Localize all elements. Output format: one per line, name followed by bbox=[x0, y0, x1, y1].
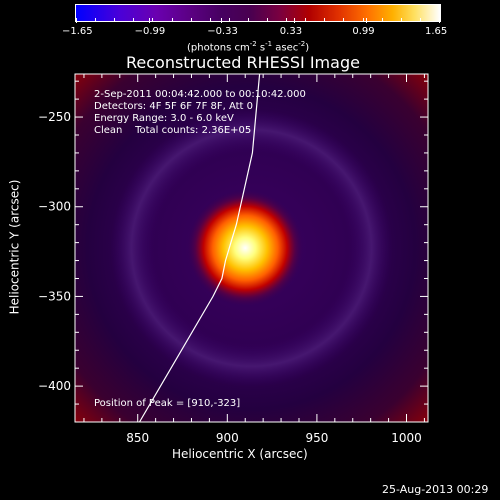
colorbar-tick-label: −0.99 bbox=[134, 26, 166, 37]
colorbar-tick-label: 0.33 bbox=[279, 26, 303, 37]
colorbar bbox=[75, 4, 441, 22]
annotation-clean-counts: Clean Total counts: 2.36E+05 bbox=[94, 125, 252, 136]
colorbar-minor-tick bbox=[228, 18, 230, 21]
chart-title: Reconstructed RHESSI Image bbox=[126, 53, 360, 72]
colorbar-minor-tick bbox=[95, 18, 97, 21]
plot-frame bbox=[74, 73, 429, 423]
colorbar-minor-tick bbox=[209, 18, 211, 21]
colorbar-minor-tick bbox=[171, 18, 173, 21]
x-tick-label: 950 bbox=[305, 431, 328, 445]
colorbar-tick-mark bbox=[293, 18, 295, 23]
colorbar-minor-tick bbox=[190, 18, 192, 21]
y-tick-label: −300 bbox=[38, 200, 71, 214]
colorbar-tick-mark bbox=[148, 18, 150, 23]
x-tick-label: 900 bbox=[216, 431, 239, 445]
heatmap-peak-source bbox=[187, 190, 304, 306]
colorbar-units: (photons cm-2 s-1 asec-2) bbox=[187, 40, 310, 54]
colorbar-tick-label: 0.99 bbox=[352, 26, 375, 37]
y-tick-label: −350 bbox=[38, 289, 71, 303]
annotation-peak-position: Position of Peak = [910,-323] bbox=[94, 398, 241, 409]
colorbar-tick-label: −0.33 bbox=[207, 26, 238, 37]
colorbar-minor-tick bbox=[439, 18, 440, 21]
y-tick-label: −250 bbox=[38, 110, 71, 124]
colorbar-minor-tick bbox=[324, 18, 326, 21]
colorbar-minor-tick bbox=[114, 18, 116, 21]
colorbar-tick-mark bbox=[221, 18, 223, 23]
colorbar-minor-tick bbox=[286, 18, 288, 21]
colorbar-minor-tick bbox=[419, 18, 421, 21]
colorbar-tick-mark bbox=[366, 18, 368, 23]
y-axis-label: Heliocentric Y (arcsec) bbox=[7, 179, 22, 315]
x-tick-label: 1000 bbox=[391, 431, 422, 445]
colorbar-tick-label: −1.65 bbox=[62, 26, 93, 37]
y-tick-label: −400 bbox=[38, 379, 71, 393]
colorbar-tick-label: 1.65 bbox=[425, 26, 448, 37]
solar-limb-line bbox=[138, 73, 261, 423]
annotation-time-range: 2-Sep-2011 00:04:42.000 to 00:10:42.000 bbox=[94, 89, 306, 100]
colorbar-minor-tick bbox=[305, 18, 307, 21]
annotation-energy-range: Energy Range: 3.0 - 6.0 keV bbox=[94, 113, 234, 124]
axes: 850 900 950 1000 −250 −300 −350 −400 bbox=[38, 74, 428, 445]
colorbar-minor-tick bbox=[362, 18, 364, 21]
annotation-detectors: Detectors: 4F 5F 6F 7F 8F, Att 0 bbox=[94, 101, 254, 112]
colorbar-minor-tick bbox=[133, 18, 135, 21]
x-tick-label: 850 bbox=[126, 431, 149, 445]
colorbar-minor-tick bbox=[400, 18, 402, 21]
colorbar-minor-tick bbox=[267, 18, 269, 21]
colorbar-minor-tick bbox=[76, 18, 77, 21]
colorbar-minor-tick bbox=[381, 18, 383, 21]
colorbar-minor-tick bbox=[152, 18, 154, 21]
x-axis-label: Heliocentric X (arcsec) bbox=[172, 447, 308, 461]
colorbar-minor-tick bbox=[343, 18, 345, 21]
timestamp: 25-Aug-2013 00:29 bbox=[382, 483, 489, 496]
colorbar-minor-tick bbox=[247, 18, 249, 21]
